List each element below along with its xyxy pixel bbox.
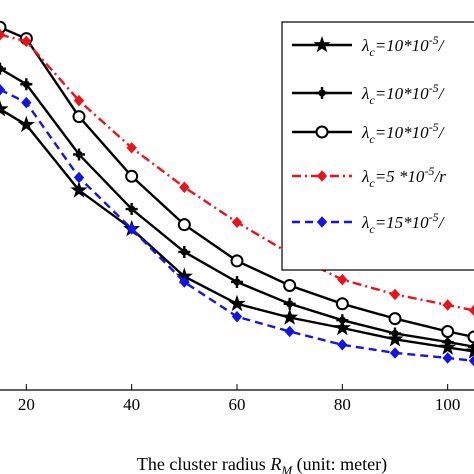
series-5-point bbox=[231, 310, 243, 323]
x-tick-label: 40 bbox=[123, 395, 140, 414]
x-tick-label: 60 bbox=[229, 395, 246, 414]
series-2-point bbox=[73, 148, 85, 161]
legend-marker bbox=[316, 87, 328, 99]
legend-item-5: λc=15*10-5/ bbox=[292, 210, 446, 236]
series-5-point bbox=[179, 276, 190, 288]
legend-label: λc=10*10-5/ bbox=[361, 33, 446, 59]
legend-item-1: λc=10*10-5/ bbox=[292, 33, 446, 59]
series-5-point bbox=[73, 171, 85, 184]
series-1-point bbox=[70, 181, 88, 198]
legend-marker bbox=[313, 36, 331, 53]
series-5-point bbox=[442, 352, 453, 364]
series-4-point bbox=[231, 216, 243, 229]
series-5-point bbox=[337, 339, 348, 351]
series-3-point bbox=[283, 278, 297, 292]
series-3-point bbox=[125, 169, 139, 183]
series-5-point bbox=[389, 347, 401, 359]
series-2-point bbox=[178, 245, 191, 258]
series-4-point bbox=[21, 35, 32, 48]
series-1-point bbox=[175, 267, 193, 284]
series-1-point bbox=[228, 294, 246, 312]
legend-label: λc=10*10-5/ bbox=[361, 120, 446, 146]
series-1-point bbox=[281, 308, 299, 325]
series-4-point bbox=[0, 28, 6, 41]
series-3-point bbox=[335, 297, 349, 311]
series-4-point bbox=[126, 142, 137, 154]
series-layer bbox=[0, 20, 474, 367]
legend-marker bbox=[315, 125, 329, 139]
series-3-point bbox=[0, 20, 7, 34]
series-1-point bbox=[0, 100, 9, 117]
series-4-point bbox=[442, 299, 453, 311]
series-1-point bbox=[333, 319, 351, 336]
series-5-point bbox=[0, 83, 6, 96]
series-4-point bbox=[337, 273, 348, 286]
series-5-point bbox=[284, 325, 295, 338]
series-2 bbox=[0, 62, 474, 353]
series-3 bbox=[0, 20, 474, 344]
series-3-point bbox=[441, 325, 455, 338]
series-4-point bbox=[468, 304, 474, 317]
x-axis-ticks: 20 40 60 80 100 bbox=[18, 384, 461, 414]
series-5-point bbox=[468, 355, 474, 367]
legend-marker bbox=[316, 216, 328, 228]
series-5-point bbox=[126, 223, 137, 235]
series-3-point bbox=[177, 218, 191, 232]
series-4-point bbox=[73, 94, 85, 107]
series-2-point bbox=[389, 327, 401, 340]
series-2-point bbox=[20, 78, 33, 91]
legend-box bbox=[281, 21, 474, 271]
series-2-point bbox=[283, 297, 296, 310]
legend-item-2: λc=10*10-5/ bbox=[292, 81, 446, 107]
series-5-point bbox=[21, 96, 32, 109]
x-tick-label: 100 bbox=[435, 395, 461, 414]
series-4-point bbox=[389, 288, 401, 301]
series-2-point bbox=[125, 203, 138, 216]
series-4-point bbox=[179, 181, 190, 193]
legend-item-4: λc=5 *10-5/r bbox=[292, 164, 446, 190]
series-2-point bbox=[441, 336, 454, 349]
legend-label: λc=5 *10-5/r bbox=[361, 164, 446, 190]
legend-item-3: λc=10*10-5/ bbox=[292, 120, 446, 146]
series-3-point bbox=[467, 330, 474, 344]
series-2-point bbox=[336, 314, 349, 327]
series-1-point bbox=[465, 342, 474, 359]
x-tick-label: 80 bbox=[334, 395, 351, 414]
x-tick-label: 20 bbox=[18, 395, 35, 414]
series-1-point bbox=[17, 115, 35, 133]
legend-marker bbox=[316, 170, 328, 182]
legend-label: λc=15*10-5/ bbox=[361, 210, 446, 236]
series-3-point bbox=[388, 312, 402, 326]
legend: λc=10*10-5/λc=10*10-5/λc=10*10-5/λc=5 *1… bbox=[281, 21, 474, 271]
series-2-point bbox=[231, 275, 243, 288]
x-axis-label: The cluster radius RM (unit: meter) bbox=[137, 454, 387, 474]
series-3-point bbox=[230, 254, 244, 268]
legend-label: λc=10*10-5/ bbox=[361, 81, 446, 107]
series-5 bbox=[0, 83, 474, 367]
series-3-point bbox=[72, 110, 86, 124]
